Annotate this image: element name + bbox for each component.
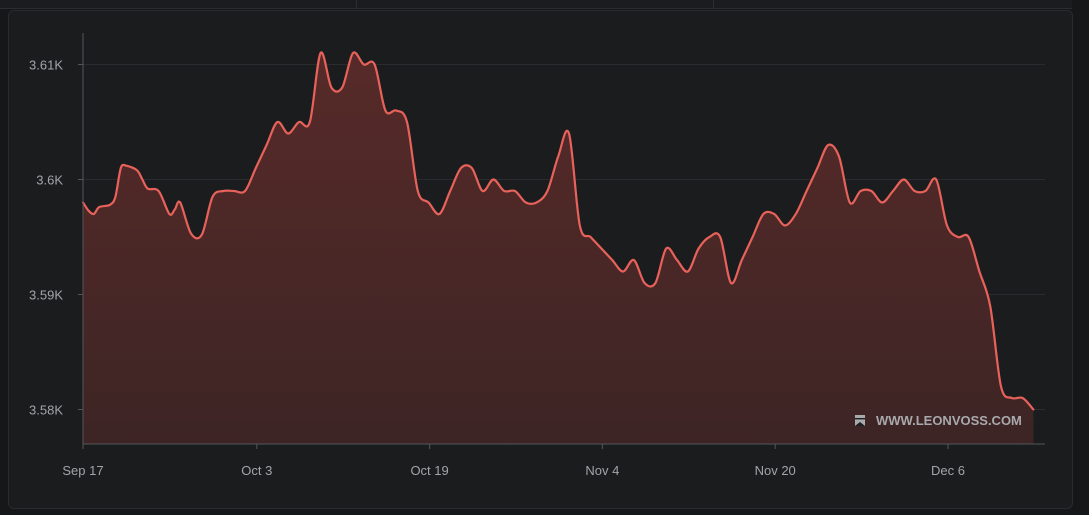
y-tick-label: 3.58K — [29, 403, 63, 418]
x-tick-label: Oct 19 — [410, 463, 448, 478]
top-strip — [0, 0, 1072, 9]
area-fill — [83, 52, 1034, 445]
watermark-text: WWW.LEONVOSS.COM — [876, 413, 1022, 428]
y-tick-label: 3.59K — [29, 288, 63, 303]
axes — [82, 33, 1045, 445]
watermark: WWW.LEONVOSS.COM — [855, 413, 1022, 428]
y-tick-label: 3.61K — [29, 58, 63, 73]
x-axis-ticks: Sep 17 Oct 3 Oct 19 Nov 4 Nov 20 Dec 6 — [62, 444, 965, 478]
y-axis-ticks: 3.58K 3.59K 3.6K 3.61K — [29, 58, 83, 418]
y-tick-label: 3.6K — [36, 173, 63, 188]
x-tick-label: Oct 3 — [241, 463, 272, 478]
x-tick-label: Sep 17 — [62, 463, 103, 478]
series-line — [81, 51, 1035, 411]
bookmark-icon — [855, 415, 865, 426]
x-tick-label: Dec 6 — [931, 463, 965, 478]
x-tick-label: Nov 4 — [585, 463, 619, 478]
x-tick-label: Nov 20 — [755, 463, 796, 478]
